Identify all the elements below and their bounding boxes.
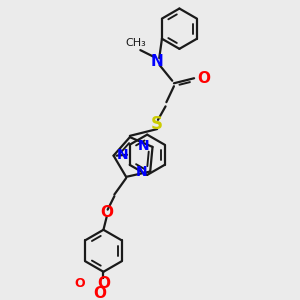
Text: N: N <box>138 139 150 153</box>
Text: S: S <box>151 115 163 133</box>
Text: CH₃: CH₃ <box>126 38 146 48</box>
Text: N: N <box>136 165 147 179</box>
Text: O: O <box>94 286 106 300</box>
Text: O: O <box>74 277 85 290</box>
Text: O: O <box>197 71 211 86</box>
Text: O: O <box>100 205 113 220</box>
Text: N: N <box>151 53 164 68</box>
Text: O: O <box>97 276 110 291</box>
Text: N: N <box>116 148 128 162</box>
